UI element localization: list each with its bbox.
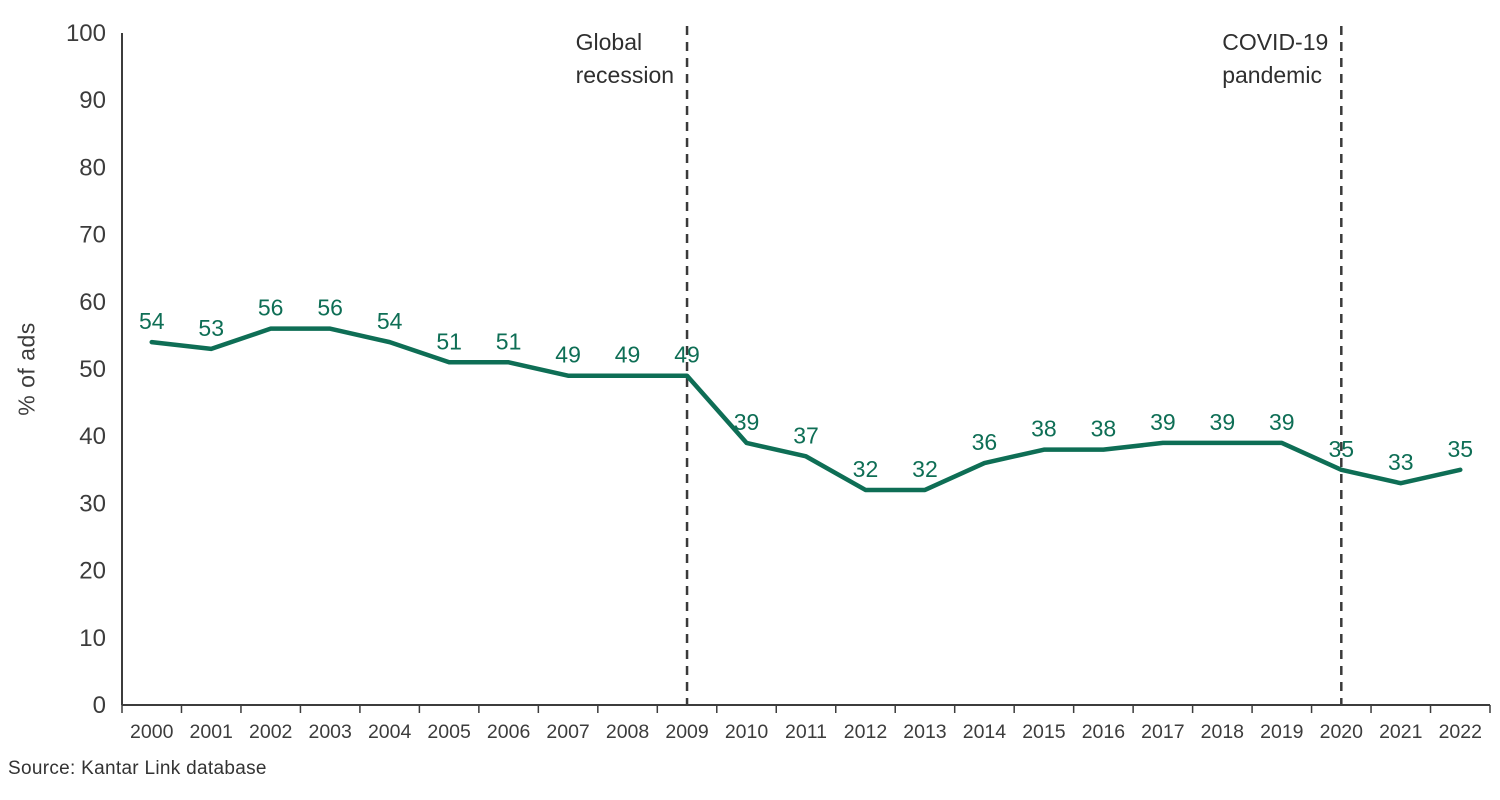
x-tick-label: 2018 (1201, 721, 1244, 743)
data-point-label: 39 (1150, 409, 1176, 435)
data-point-label: 56 (258, 295, 284, 321)
data-series-line (149, 326, 1463, 493)
x-tick-label: 2014 (963, 721, 1007, 743)
x-tick-label: 2009 (665, 721, 708, 743)
data-point-label: 36 (972, 429, 998, 455)
y-tick-label: 100 (66, 20, 106, 47)
data-point-label: 49 (674, 342, 700, 368)
data-point-label: 56 (317, 295, 343, 321)
annotation-line-text: COVID-19 (1222, 29, 1329, 55)
y-tick-label: 50 (79, 356, 106, 383)
x-tick-label: 2005 (427, 721, 471, 743)
y-tick-label: 10 (79, 625, 106, 652)
data-point-label: 54 (377, 308, 403, 334)
annotation-line-text: Global (575, 29, 643, 55)
x-tick-label: 2021 (1379, 721, 1422, 743)
x-tick-label: 2022 (1439, 721, 1482, 743)
y-tick-label: 20 (79, 558, 106, 585)
x-tick-label: 2006 (487, 721, 530, 743)
x-tick-label: 2015 (1022, 721, 1066, 743)
y-tick-label: 70 (79, 222, 106, 249)
x-tick-label: 2008 (606, 721, 649, 743)
annotation-covid19-pandemic: COVID-19 pandemic (1222, 26, 1328, 91)
data-point-label: 39 (1269, 409, 1295, 435)
y-tick-label: 90 (79, 87, 106, 114)
y-tick-label: 40 (79, 423, 106, 450)
x-tick-label: 2020 (1320, 721, 1364, 743)
data-point-label: 35 (1329, 436, 1355, 462)
x-tick-label: 2011 (785, 721, 827, 743)
x-tick-label: 2003 (308, 721, 351, 743)
x-tick-label: 2019 (1260, 721, 1303, 743)
x-tick-label: 2007 (546, 721, 589, 743)
x-tick-label: 2012 (844, 721, 887, 743)
x-tick-label: 2010 (725, 721, 769, 743)
data-point-label: 51 (436, 328, 462, 354)
annotation-line-text: pandemic (1222, 61, 1322, 88)
data-point-label: 49 (555, 342, 581, 368)
x-tick-label: 2017 (1141, 721, 1184, 743)
y-tick-label: 80 (79, 154, 106, 181)
data-point-label: 32 (853, 456, 879, 482)
x-tick-label: 2004 (368, 721, 412, 743)
x-tick-label: 2002 (249, 721, 292, 743)
data-point-label: 33 (1388, 449, 1414, 475)
x-tick-label: 2013 (903, 721, 946, 743)
y-tick-label: 30 (79, 490, 106, 517)
source-note: Source: Kantar Link database (8, 758, 267, 779)
annotation-global-recession: Global recession (576, 26, 674, 91)
data-point-label: 37 (793, 422, 819, 448)
data-point-label: 54 (139, 308, 165, 334)
y-axis-title: % of ads (13, 322, 40, 416)
data-point-label: 39 (734, 409, 760, 435)
y-tick-label: 0 (93, 692, 106, 719)
data-point-label: 51 (496, 328, 522, 354)
data-point-label: 32 (912, 456, 938, 482)
annotation-line-text: recession (575, 61, 675, 88)
data-point-label: 49 (615, 342, 641, 368)
data-point-label: 39 (1210, 409, 1236, 435)
x-tick-label: 2001 (190, 721, 233, 743)
data-point-label: 38 (1091, 416, 1117, 442)
x-tick-label: 2000 (130, 721, 174, 743)
data-point-label: 53 (198, 315, 224, 341)
data-point-label: 38 (1031, 416, 1057, 442)
y-tick-label: 60 (79, 289, 106, 316)
data-point-label: 35 (1447, 436, 1473, 462)
x-tick-label: 2016 (1082, 721, 1125, 743)
